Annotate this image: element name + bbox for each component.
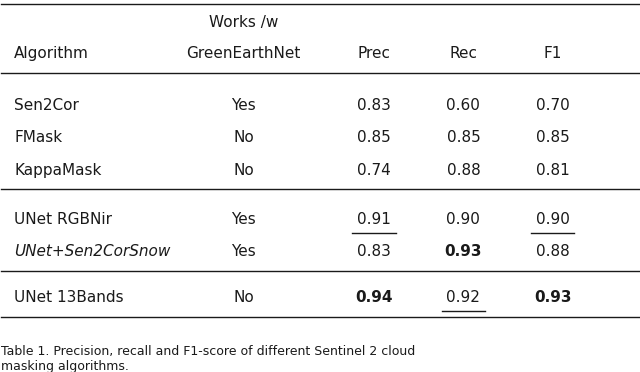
Text: 0.93: 0.93	[445, 244, 482, 259]
Text: Yes: Yes	[231, 212, 256, 227]
Text: Yes: Yes	[231, 244, 256, 259]
Text: UNet 13Bands: UNet 13Bands	[14, 290, 124, 305]
Text: 0.88: 0.88	[536, 244, 570, 259]
Text: 0.88: 0.88	[447, 163, 480, 178]
Text: No: No	[233, 163, 254, 178]
Text: 0.70: 0.70	[536, 98, 570, 113]
Text: GreenEarthNet: GreenEarthNet	[186, 46, 301, 61]
Text: 0.74: 0.74	[357, 163, 391, 178]
Text: 0.93: 0.93	[534, 290, 572, 305]
Text: FMask: FMask	[14, 131, 62, 145]
Text: 0.60: 0.60	[447, 98, 480, 113]
Text: Prec: Prec	[358, 46, 390, 61]
Text: 0.90: 0.90	[536, 212, 570, 227]
Text: Sen2Cor: Sen2Cor	[14, 98, 79, 113]
Text: 0.85: 0.85	[447, 131, 480, 145]
Text: Algorithm: Algorithm	[14, 46, 89, 61]
Text: 0.91: 0.91	[357, 212, 391, 227]
Text: 0.83: 0.83	[357, 244, 391, 259]
Text: F1: F1	[543, 46, 562, 61]
Text: 0.90: 0.90	[447, 212, 480, 227]
Text: Rec: Rec	[449, 46, 477, 61]
Text: Table 1. Precision, recall and F1-score of different Sentinel 2 cloud
masking al: Table 1. Precision, recall and F1-score …	[1, 345, 415, 372]
Text: UNet+Sen2CorSnow: UNet+Sen2CorSnow	[14, 244, 170, 259]
Text: 0.94: 0.94	[355, 290, 393, 305]
Text: Yes: Yes	[231, 98, 256, 113]
Text: KappaMask: KappaMask	[14, 163, 102, 178]
Text: Works /w: Works /w	[209, 15, 278, 31]
Text: 0.92: 0.92	[447, 290, 480, 305]
Text: No: No	[233, 131, 254, 145]
Text: 0.85: 0.85	[357, 131, 391, 145]
Text: UNet RGBNir: UNet RGBNir	[14, 212, 112, 227]
Text: 0.83: 0.83	[357, 98, 391, 113]
Text: 0.81: 0.81	[536, 163, 570, 178]
Text: 0.85: 0.85	[536, 131, 570, 145]
Text: No: No	[233, 290, 254, 305]
